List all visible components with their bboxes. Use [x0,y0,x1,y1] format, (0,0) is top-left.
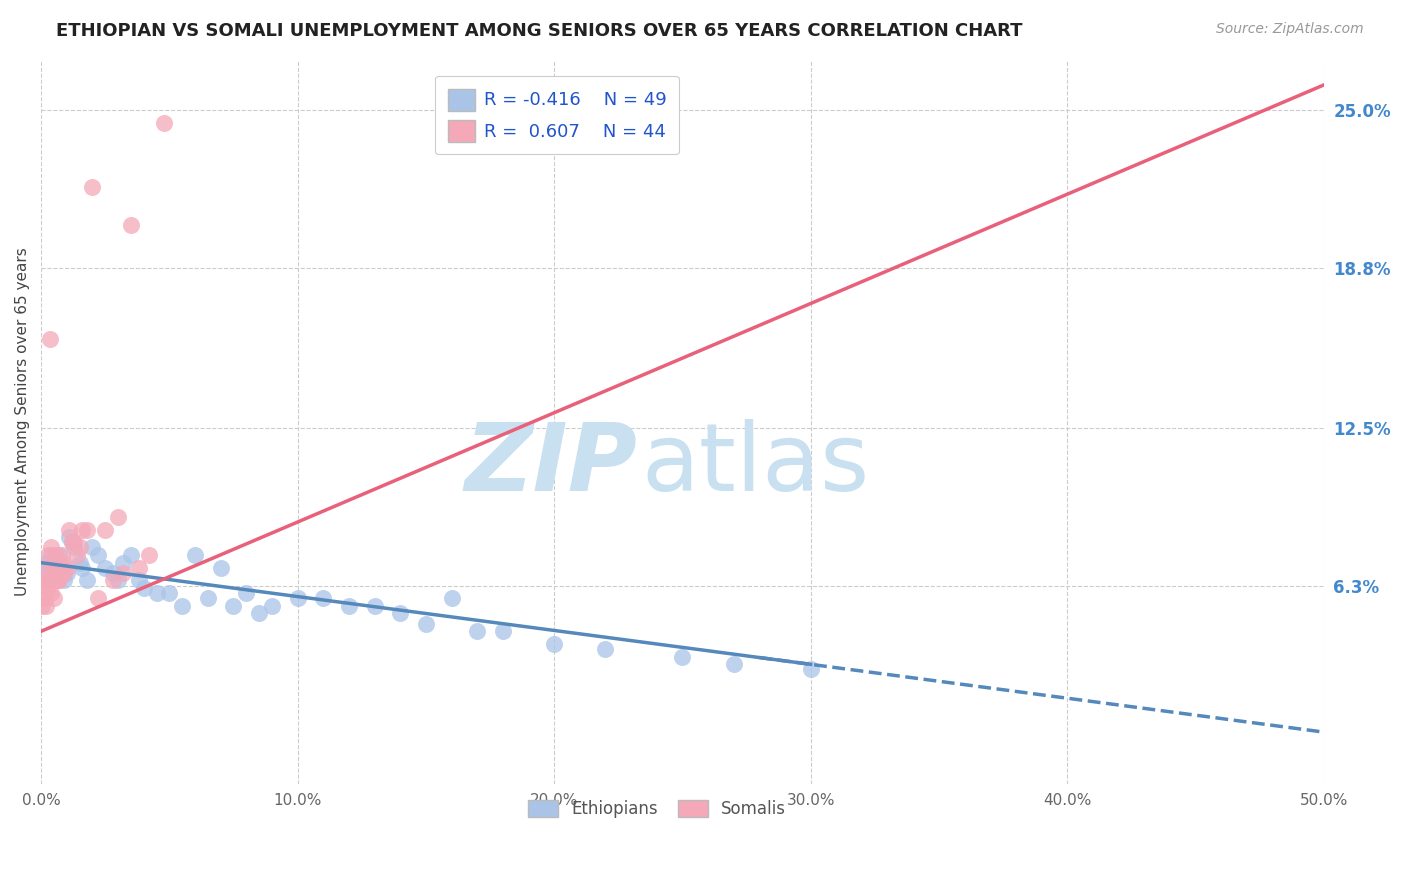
Point [86,591,108,606]
Point [58,523,80,537]
Text: atlas: atlas [641,419,869,511]
Point [48,548,70,562]
Point [82,179,104,194]
Point [44,548,66,562]
Point [63,541,86,555]
Point [157,586,180,600]
Point [58,530,80,544]
Point [112,566,135,580]
Point [37,548,59,562]
Point [41,586,63,600]
Point [132,581,155,595]
Point [112,556,135,570]
Point [48,574,70,588]
Point [86,548,108,562]
Legend: Ethiopians, Somalis: Ethiopians, Somalis [519,791,794,826]
Point [101,566,124,580]
Point [82,541,104,555]
Point [312,591,335,606]
Point [107,574,129,588]
Point [94,523,117,537]
Point [209,561,232,575]
Point [235,586,257,600]
Point [37,581,59,595]
Point [46,574,69,588]
Point [60,535,83,549]
Point [60,535,83,549]
Point [595,642,617,657]
Point [107,510,129,524]
Point [184,548,207,562]
Point [492,624,515,639]
Point [48,561,70,575]
Point [51,561,73,575]
Point [69,556,91,570]
Point [41,548,63,562]
Point [197,591,219,606]
Point [76,523,98,537]
Point [337,599,360,613]
Point [94,561,117,575]
Point [53,566,76,580]
Point [153,116,176,130]
Point [76,574,98,588]
Point [260,599,283,613]
Point [42,591,65,606]
Point [128,561,150,575]
Point [39,332,62,346]
Point [45,566,67,580]
Point [52,556,75,570]
Point [800,662,823,676]
Point [49,566,72,580]
Point [35,556,58,570]
Point [172,599,194,613]
Point [363,599,385,613]
Point [287,591,309,606]
Point [415,616,437,631]
Point [66,548,89,562]
Point [39,541,62,555]
Point [38,574,60,588]
Point [723,657,745,672]
Point [45,561,67,575]
Point [55,561,77,575]
Point [145,586,167,600]
Point [42,574,65,588]
Point [465,624,488,639]
Point [31,599,53,613]
Point [55,566,77,580]
Point [45,574,67,588]
Point [35,561,58,575]
Point [101,574,124,588]
Point [53,574,76,588]
Text: Source: ZipAtlas.com: Source: ZipAtlas.com [1216,22,1364,37]
Point [42,561,65,575]
Point [32,586,55,600]
Point [128,574,150,588]
Point [51,548,73,562]
Point [32,574,55,588]
Point [63,535,86,549]
Point [41,561,63,575]
Point [70,561,93,575]
Point [120,218,142,232]
Point [34,591,56,606]
Point [389,607,412,621]
Point [543,637,565,651]
Point [671,649,693,664]
Point [49,566,72,580]
Point [222,599,245,613]
Point [247,607,270,621]
Y-axis label: Unemployment Among Seniors over 65 years: Unemployment Among Seniors over 65 years [15,247,30,596]
Point [69,541,91,555]
Point [70,523,93,537]
Text: ETHIOPIAN VS SOMALI UNEMPLOYMENT AMONG SENIORS OVER 65 YEARS CORRELATION CHART: ETHIOPIAN VS SOMALI UNEMPLOYMENT AMONG S… [56,22,1022,40]
Point [138,548,160,562]
Point [38,574,60,588]
Point [32,566,55,580]
Point [120,548,142,562]
Point [35,599,58,613]
Point [440,591,463,606]
Text: ZIP: ZIP [464,419,637,511]
